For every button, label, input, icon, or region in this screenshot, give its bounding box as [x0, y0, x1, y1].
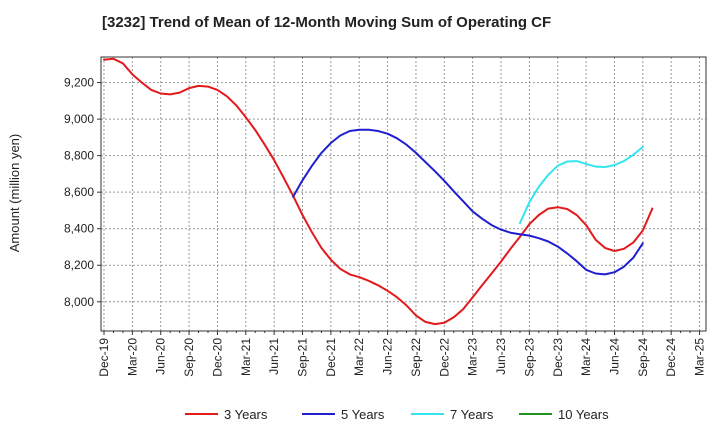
plot-frame	[100, 56, 707, 332]
series-lines	[103, 57, 654, 326]
x-tick-label: Mar-22	[352, 338, 366, 376]
x-tick-label: Mar-21	[239, 338, 253, 376]
x-tick-label: Jun-23	[494, 338, 508, 375]
grid-lines	[101, 57, 706, 331]
x-tick-label: Mar-25	[693, 338, 707, 376]
y-tick-label: 8,400	[64, 222, 94, 236]
x-tick-label: Sep-21	[296, 338, 310, 377]
legend-label-5-years: 5 Years	[341, 407, 385, 422]
x-tick-label: Dec-20	[210, 338, 224, 377]
y-tick-label: 8,200	[64, 258, 94, 272]
series-line-5-years	[292, 128, 644, 276]
x-tick-label: Sep-23	[522, 338, 536, 377]
x-tick-label: Sep-20	[182, 338, 196, 377]
x-axis: Dec-19 Mar-20 Jun-20 Sep-20 Dec-20 Mar-21 Jun-…	[97, 331, 707, 377]
y-tick-label: 8,000	[64, 295, 94, 309]
legend-label-3-years: 3 Years	[224, 407, 268, 422]
x-tick-label: Sep-24	[636, 338, 650, 377]
x-tick-label: Dec-19	[97, 338, 111, 377]
legend-label-10-years: 10 Years	[558, 407, 609, 422]
x-tick-label: Mar-24	[579, 338, 593, 376]
legend-label-7-years: 7 Years	[450, 407, 494, 422]
y-axis: 8,000 8,200 8,400 8,600 8,800 9,000 9,200	[64, 76, 101, 309]
x-tick-label: Mar-23	[466, 338, 480, 376]
x-tick-label: Dec-23	[551, 338, 565, 377]
x-tick-label: Dec-22	[437, 338, 451, 377]
x-tick-label: Jun-21	[267, 338, 281, 375]
x-tick-label: Dec-21	[324, 338, 338, 377]
legend: 3 Years 5 Years 7 Years 10 Years	[185, 407, 609, 422]
series-line-3-years	[103, 57, 654, 326]
y-tick-label: 8,600	[64, 185, 94, 199]
x-tick-label: Sep-22	[409, 338, 423, 377]
series-line-7-years	[518, 145, 644, 225]
x-tick-label: Jun-24	[607, 338, 621, 375]
y-tick-label: 9,000	[64, 112, 94, 126]
x-tick-label: Dec-24	[664, 338, 678, 377]
y-axis-label: Amount (million yen)	[7, 134, 22, 253]
x-tick-label: Jun-20	[154, 338, 168, 375]
x-tick-label: Jun-22	[381, 338, 395, 375]
x-tick-label: Mar-20	[125, 338, 139, 376]
y-tick-label: 8,800	[64, 149, 94, 163]
y-tick-label: 9,200	[64, 76, 94, 90]
chart-title: [3232] Trend of Mean of 12-Month Moving …	[102, 14, 552, 31]
